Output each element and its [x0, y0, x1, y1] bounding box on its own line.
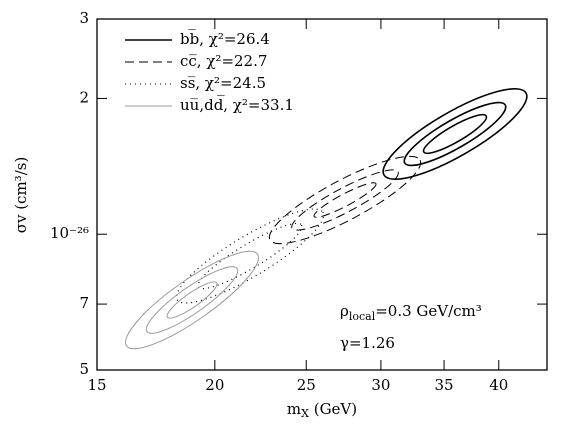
y-axis-label: σv (cm³/s) [12, 157, 30, 234]
contour [175, 208, 325, 304]
x-tick-label: 40 [489, 376, 508, 394]
contour [197, 222, 303, 290]
contour [166, 281, 218, 319]
y-tick-label: 10⁻²⁶ [50, 224, 89, 242]
plot-frame [96, 18, 548, 371]
y-tick-label: 3 [79, 9, 89, 27]
contour [145, 266, 239, 334]
annotation-symbol: ρ [340, 302, 349, 320]
legend-label: cc̅, χ²=22.7 [180, 52, 267, 70]
contour [422, 113, 488, 155]
annotation: ρlocal=0.3 GeV/cm³ [340, 302, 482, 323]
y-tick-label: 5 [79, 360, 89, 378]
x-axis-label: mX (GeV) [287, 400, 357, 420]
x-label-rest: (GeV) [309, 400, 357, 418]
contour [403, 101, 507, 167]
y-tick-label: 2 [79, 88, 89, 106]
y-tick-label: 7 [79, 294, 89, 312]
legend-label: bb̅, χ²=26.4 [180, 29, 270, 48]
annotation-sub: local [349, 310, 376, 323]
x-label-sub: X [301, 407, 309, 420]
legend-label: uu̅,dd̅, χ²=33.1 [180, 95, 294, 114]
contour [124, 250, 260, 350]
contour [382, 87, 528, 181]
x-tick-label: 30 [371, 376, 390, 394]
contours-uu [124, 250, 260, 350]
contour [291, 169, 399, 231]
x-label-main: m [287, 400, 301, 418]
x-tick-label: 35 [435, 376, 454, 394]
x-tick-label: 15 [87, 376, 106, 394]
legend-label: ss̅, χ²=24.5 [180, 74, 266, 92]
x-tick-label: 20 [205, 376, 224, 394]
contours-ss [175, 208, 325, 304]
contour [313, 182, 377, 218]
annotation: γ=1.26 [340, 334, 395, 352]
contours-bb [382, 87, 528, 181]
x-tick-label: 25 [297, 376, 316, 394]
annotation-text: =0.3 GeV/cm³ [375, 302, 482, 320]
